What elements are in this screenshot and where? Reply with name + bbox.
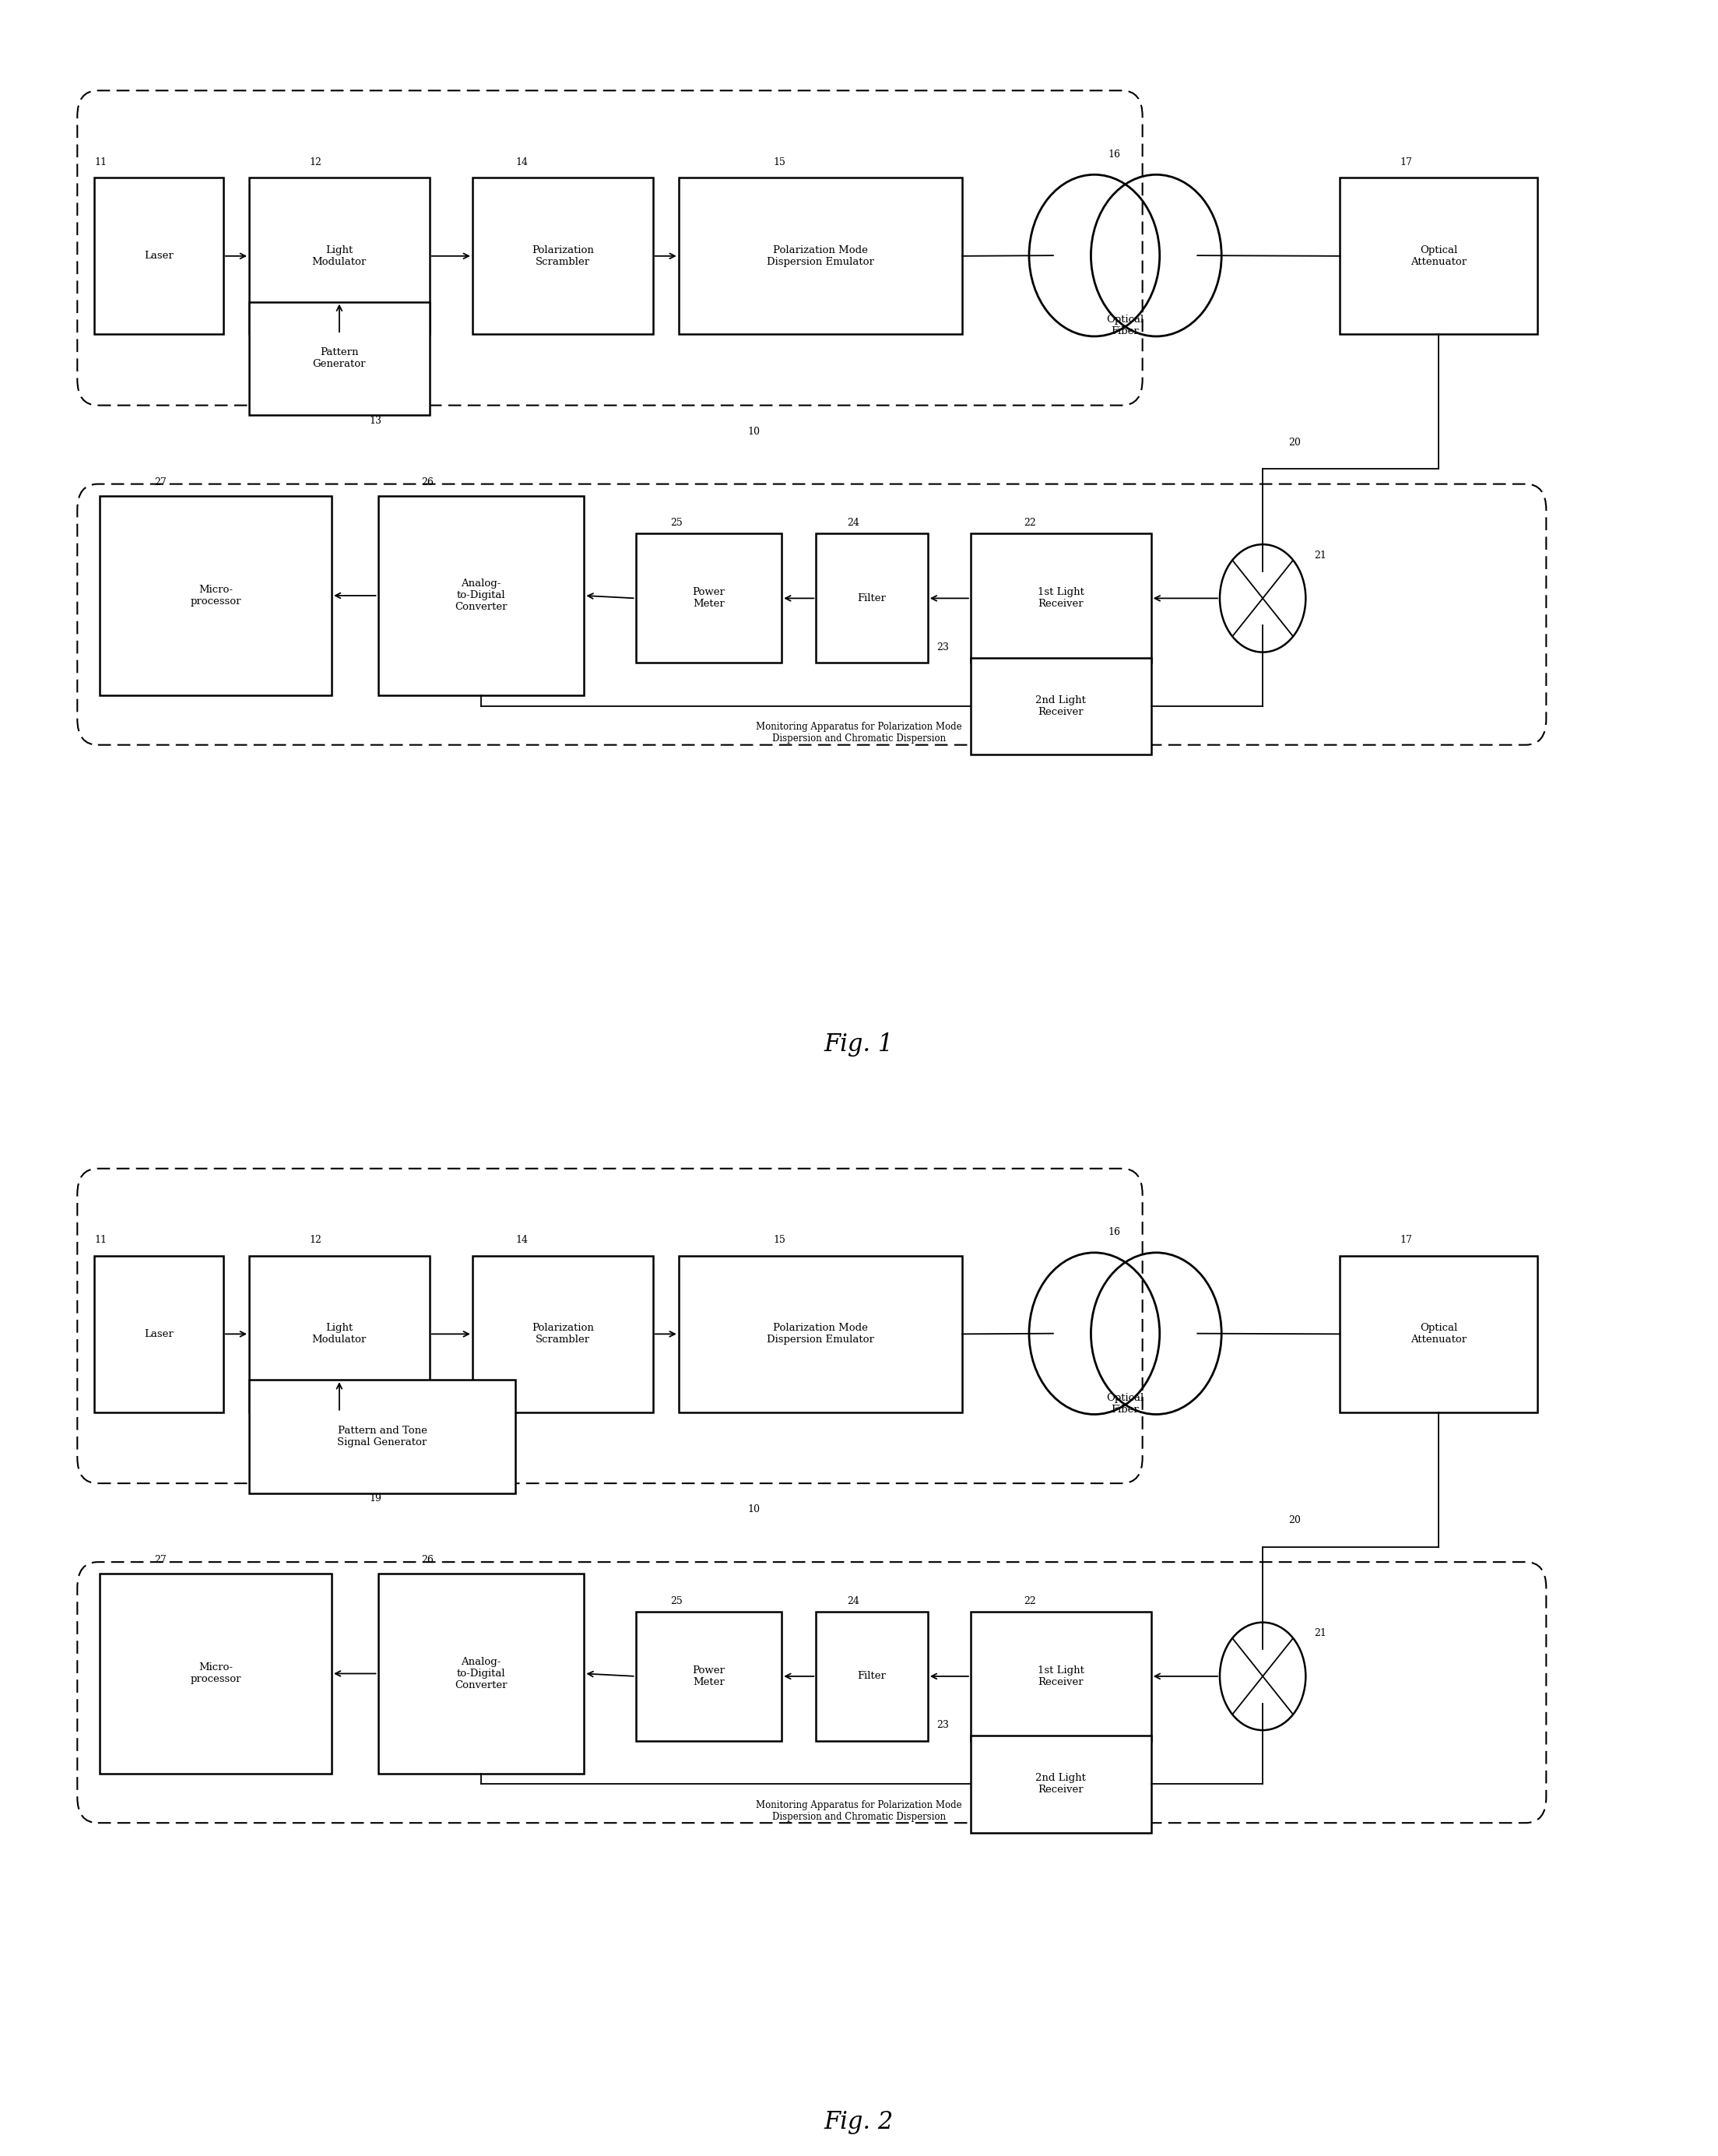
Text: 1st Light
Receiver: 1st Light Receiver	[1038, 1664, 1084, 1688]
Text: 15: 15	[773, 157, 785, 166]
Bar	[1340, 1255, 1538, 1412]
Text: Analog-
to-Digital
Converter: Analog- to-Digital Converter	[455, 578, 507, 612]
Text: 10: 10	[747, 427, 759, 436]
Text: 1st Light
Receiver: 1st Light Receiver	[1038, 586, 1084, 610]
Text: Optical
Fiber: Optical Fiber	[1106, 315, 1144, 336]
Text: 21: 21	[1314, 550, 1326, 561]
Text: Micro-
processor: Micro- processor	[191, 584, 241, 606]
Bar	[100, 496, 332, 694]
Text: Fig. 1: Fig. 1	[825, 1033, 893, 1056]
Bar	[971, 535, 1151, 664]
Text: Monitoring Apparatus for Polarization Mode
Dispersion and Chromatic Dispersion: Monitoring Apparatus for Polarization Mo…	[756, 722, 962, 744]
Bar	[679, 1255, 962, 1412]
Text: 13: 13	[369, 416, 381, 427]
Bar	[378, 496, 584, 694]
Bar	[971, 1736, 1151, 1833]
Text: Light
Modulator: Light Modulator	[313, 246, 366, 267]
Text: 19: 19	[369, 1494, 381, 1505]
Bar	[94, 179, 223, 334]
Text: 11: 11	[94, 157, 107, 166]
Text: 10: 10	[747, 1505, 759, 1514]
Text: 26: 26	[421, 476, 433, 487]
Text: Pattern and Tone
Signal Generator: Pattern and Tone Signal Generator	[337, 1425, 428, 1447]
Text: 27: 27	[155, 476, 167, 487]
Text: 20: 20	[1288, 1516, 1301, 1526]
Bar	[1340, 179, 1538, 334]
Bar	[816, 1613, 928, 1742]
Text: 14: 14	[515, 1235, 527, 1246]
Text: 17: 17	[1400, 1235, 1412, 1246]
Text: 25: 25	[670, 517, 682, 528]
Text: Polarization Mode
Dispersion Emulator: Polarization Mode Dispersion Emulator	[766, 246, 874, 267]
Text: 23: 23	[936, 1720, 948, 1729]
Bar	[679, 179, 962, 334]
Bar	[971, 658, 1151, 755]
Text: Laser: Laser	[144, 1328, 174, 1339]
Bar	[636, 1613, 782, 1742]
Text: Power
Meter: Power Meter	[692, 586, 725, 610]
Text: 14: 14	[515, 157, 527, 166]
Text: 21: 21	[1314, 1628, 1326, 1639]
Text: 16: 16	[1108, 1227, 1120, 1238]
Text: 17: 17	[1400, 157, 1412, 166]
Bar	[249, 1255, 430, 1412]
Text: 20: 20	[1288, 438, 1301, 448]
Text: Monitoring Apparatus for Polarization Mode
Dispersion and Chromatic Dispersion: Monitoring Apparatus for Polarization Mo…	[756, 1800, 962, 1822]
Text: Optical
Attenuator: Optical Attenuator	[1410, 1324, 1467, 1345]
Bar	[94, 1255, 223, 1412]
Text: 22: 22	[1024, 1595, 1036, 1606]
Bar	[636, 535, 782, 664]
Text: 12: 12	[309, 157, 321, 166]
Bar	[472, 179, 653, 334]
Text: 22: 22	[1024, 517, 1036, 528]
Text: Filter: Filter	[857, 1671, 886, 1682]
Text: 23: 23	[936, 642, 948, 651]
Bar	[249, 179, 430, 334]
Text: 27: 27	[155, 1554, 167, 1565]
Text: Fig. 2: Fig. 2	[825, 2111, 893, 2134]
Text: Filter: Filter	[857, 593, 886, 604]
Text: Polarization
Scrambler: Polarization Scrambler	[531, 246, 594, 267]
Text: Polarization
Scrambler: Polarization Scrambler	[531, 1324, 594, 1345]
Bar	[472, 1255, 653, 1412]
Bar	[249, 1380, 515, 1492]
Text: Optical
Attenuator: Optical Attenuator	[1410, 246, 1467, 267]
Text: Power
Meter: Power Meter	[692, 1664, 725, 1688]
Bar	[100, 1574, 332, 1772]
Bar	[971, 1613, 1151, 1742]
Text: 2nd Light
Receiver: 2nd Light Receiver	[1036, 1772, 1086, 1796]
Text: Light
Modulator: Light Modulator	[313, 1324, 366, 1345]
Text: 12: 12	[309, 1235, 321, 1246]
Text: Optical
Fiber: Optical Fiber	[1106, 1393, 1144, 1414]
Text: 24: 24	[847, 1595, 859, 1606]
Bar	[378, 1574, 584, 1772]
Text: 16: 16	[1108, 149, 1120, 160]
Text: 24: 24	[847, 517, 859, 528]
Text: 11: 11	[94, 1235, 107, 1246]
Text: 25: 25	[670, 1595, 682, 1606]
Text: Pattern
Generator: Pattern Generator	[313, 347, 366, 369]
Text: Analog-
to-Digital
Converter: Analog- to-Digital Converter	[455, 1656, 507, 1690]
Bar	[249, 302, 430, 414]
Text: Micro-
processor: Micro- processor	[191, 1662, 241, 1684]
Text: 15: 15	[773, 1235, 785, 1246]
Bar	[816, 535, 928, 664]
Text: 26: 26	[421, 1554, 433, 1565]
Text: 2nd Light
Receiver: 2nd Light Receiver	[1036, 694, 1086, 718]
Text: Laser: Laser	[144, 250, 174, 261]
Text: Polarization Mode
Dispersion Emulator: Polarization Mode Dispersion Emulator	[766, 1324, 874, 1345]
